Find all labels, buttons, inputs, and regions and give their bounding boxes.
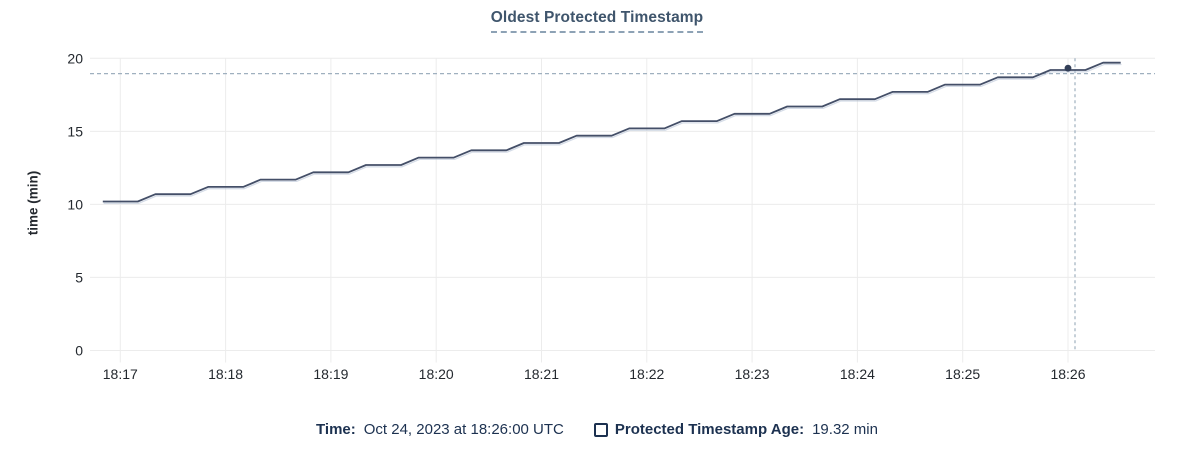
x-tick-label: 18:21 [524,366,559,382]
series-line [102,61,1122,204]
y-tick-label: 20 [67,50,83,66]
y-tick-label: 0 [75,343,83,359]
time-label: Time: [316,421,356,438]
legend-item-protected-timestamp-age[interactable]: Protected Timestamp Age: [593,421,812,438]
checkbox-unchecked-icon[interactable] [593,422,608,437]
x-tick-label: 18:23 [735,366,770,382]
horizontal-gridlines [90,57,1155,351]
x-tick-label: 18:26 [1050,366,1085,382]
x-tick-label: 18:20 [419,366,454,382]
vertical-gridlines [119,58,1069,363]
y-axis-label: time (min) [25,170,41,236]
y-tick-label: 10 [67,196,83,212]
x-tick-label: 18:24 [840,366,875,382]
x-tick-label: 18:22 [629,366,664,382]
x-tick-label: 18:17 [103,366,138,382]
series-label: Protected Timestamp Age: [614,421,805,438]
x-tick-label: 18:18 [208,366,243,382]
hover-crosshair [90,58,1155,351]
time-value: Oct 24, 2023 at 18:26:00 UTC [363,421,564,438]
x-tick-label: 18:25 [945,366,980,382]
x-tick-labels: 18:17 18:18 18:19 18:20 18:21 18:22 18:23 18:24… [103,366,1086,382]
y-tick-label: 5 [75,269,83,285]
x-tick-label: 18:19 [313,366,348,382]
chart-legend: Time: Oct 24, 2023 at 18:26:00 UTC Prote… [0,421,1194,438]
y-tick-labels: 0 5 10 15 20 [67,50,83,358]
chart-title[interactable]: Oldest Protected Timestamp [490,9,704,33]
series-value: 19.32 min [812,421,878,438]
y-tick-label: 15 [67,123,83,139]
chart-header: Oldest Protected Timestamp [0,9,1194,33]
hover-marker [1064,64,1072,72]
